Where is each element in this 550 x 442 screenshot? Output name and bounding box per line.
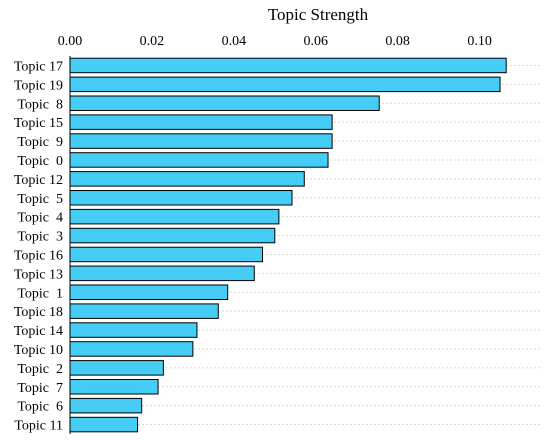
bar bbox=[69, 152, 329, 168]
bar bbox=[69, 265, 255, 282]
bar bbox=[69, 416, 139, 433]
bar bbox=[69, 360, 164, 376]
category-label: Topic 6 bbox=[17, 400, 63, 415]
x-tick-label: 0.00 bbox=[58, 34, 83, 49]
category-label: Topic 14 bbox=[14, 324, 63, 339]
category-label: Topic 16 bbox=[14, 248, 63, 263]
bar bbox=[69, 208, 280, 225]
bars bbox=[69, 57, 507, 433]
bar bbox=[69, 322, 198, 338]
category-label: Topic 2 bbox=[17, 362, 63, 377]
bar bbox=[69, 171, 305, 187]
x-tick-label: 0.10 bbox=[467, 34, 492, 49]
category-label: Topic 11 bbox=[14, 419, 63, 434]
bar bbox=[69, 95, 380, 111]
x-tick-label: 0.04 bbox=[222, 34, 247, 49]
category-label: Topic 4 bbox=[17, 211, 63, 226]
category-label: Topic 9 bbox=[17, 135, 63, 150]
category-label: Topic 13 bbox=[14, 267, 63, 282]
category-label: Topic 5 bbox=[17, 192, 63, 207]
category-label: Topic 15 bbox=[14, 116, 63, 131]
x-tick-label: 0.06 bbox=[303, 34, 328, 49]
category-label: Topic 18 bbox=[14, 305, 63, 320]
category-label: Topic 10 bbox=[14, 343, 63, 358]
bar bbox=[69, 303, 219, 319]
bar bbox=[69, 57, 507, 74]
category-label: Topic 12 bbox=[14, 173, 63, 188]
category-label: Topic 3 bbox=[17, 230, 63, 245]
bar bbox=[69, 133, 333, 149]
x-axis-ticks: 0.00 0.02 0.04 0.06 0.08 0.10 bbox=[58, 34, 492, 49]
category-labels: Topic 17 Topic 19 Topic 8 Topic 15 Topic 9 To… bbox=[14, 59, 63, 433]
bar bbox=[69, 227, 276, 244]
category-label: Topic 8 bbox=[17, 97, 63, 112]
category-label: Topic 0 bbox=[17, 154, 63, 169]
category-label: Topic 1 bbox=[17, 286, 63, 301]
category-label: Topic 7 bbox=[17, 381, 63, 396]
gridlines bbox=[70, 64, 541, 426]
bar bbox=[69, 397, 143, 414]
x-tick-label: 0.08 bbox=[385, 34, 410, 49]
x-tick-label: 0.02 bbox=[140, 34, 165, 49]
bar bbox=[69, 190, 293, 206]
category-label: Topic 17 bbox=[14, 59, 63, 74]
bar bbox=[69, 76, 501, 93]
chart-title: Topic Strength bbox=[268, 5, 369, 24]
bar bbox=[69, 284, 229, 300]
bar bbox=[69, 379, 159, 395]
bar bbox=[69, 341, 194, 357]
bar bbox=[69, 114, 333, 130]
bar bbox=[69, 246, 263, 263]
category-label: Topic 19 bbox=[14, 78, 63, 93]
